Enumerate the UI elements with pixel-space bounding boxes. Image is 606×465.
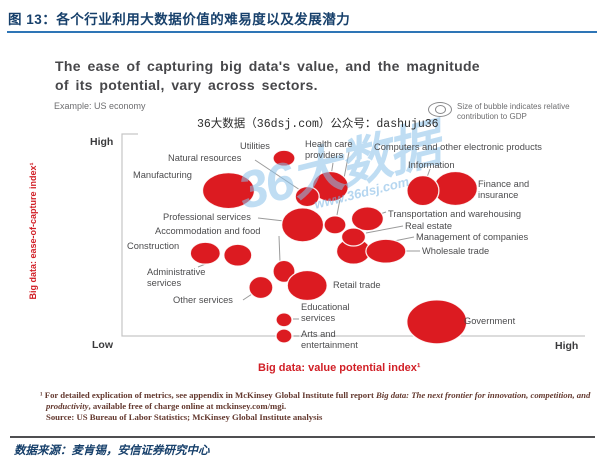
bubble-size-legend: Size of bubble indicates relative contri… <box>428 102 606 122</box>
bubble-real-estate <box>340 227 367 247</box>
label-information: Information <box>408 160 455 170</box>
x-axis-title: Big data: value potential index¹ <box>258 362 421 374</box>
label-manufacturing: Manufacturing <box>133 170 192 180</box>
bubble-manufacturing <box>201 171 256 210</box>
chart-heading: The ease of capturing big data's value, … <box>55 58 480 93</box>
bubble-wholesale <box>365 238 407 264</box>
bubble-information <box>406 174 440 207</box>
label-management: Management of companies <box>416 232 529 242</box>
title-divider <box>7 31 597 33</box>
leader-line-9 <box>278 235 281 263</box>
bubble-health-care-providers <box>311 170 350 203</box>
footnote-post: , available free of charge online at mck… <box>88 400 287 411</box>
example-label: Example: US economy <box>54 101 146 111</box>
label-wholesale: Wholesale trade <box>422 246 490 256</box>
label-real-estate: Real estate <box>405 221 453 231</box>
leader-line-4 <box>257 217 285 222</box>
x-axis-high-label: High <box>555 340 579 352</box>
y-axis-title: Big data: ease-of-capture index¹ <box>28 162 38 300</box>
label-other-services: Other services <box>173 295 233 305</box>
bubble-educational <box>275 312 293 328</box>
label-natural-resources: Natural resources <box>168 153 242 163</box>
label-administrative: Administrative services <box>147 267 206 289</box>
bubble-computers <box>323 215 347 235</box>
label-transportation: Transportation and warehousing <box>388 209 521 219</box>
label-accommodation: Accommodation and food <box>155 226 261 236</box>
bubble-size-icon <box>428 102 452 117</box>
bubble-retail-trade <box>286 269 328 302</box>
footnote-report-title: Big data: The next frontier for innovati… <box>46 390 591 411</box>
label-retail-trade: Retail trade <box>333 280 381 290</box>
bubble-size-icon-inner <box>434 105 446 114</box>
bubble-arts-entertainment <box>275 328 293 344</box>
label-health-care-providers: Health care providers <box>305 139 353 161</box>
bubble-natural-resources <box>294 185 320 208</box>
leader-line-0 <box>254 159 301 191</box>
bubble-construction <box>189 241 221 265</box>
label-government: Government <box>464 316 516 326</box>
bubble-transportation <box>350 206 385 232</box>
plot-canvas <box>121 133 585 345</box>
watermark-text: 36大数据（36dsj.com）公众号：dashuju36 <box>197 118 439 131</box>
label-utilities: Utilities <box>240 141 270 151</box>
footnote-pre: ¹ For detailed explication of metrics, s… <box>40 390 377 400</box>
bubble-accommodation <box>272 259 296 284</box>
y-axis-low-label: Low <box>92 339 113 351</box>
label-educational: Educational services <box>301 302 350 324</box>
label-arts-entertainment: Arts and entertainment <box>301 329 358 351</box>
bubble-government <box>406 299 468 345</box>
y-axis-high-label: High <box>90 136 114 148</box>
bubble-other-services <box>248 275 274 300</box>
bubble-administrative <box>223 243 253 267</box>
data-source-note: 数据来源：麦肯锡，安信证券研究中心 <box>14 445 210 457</box>
label-professional-services: Professional services <box>163 212 251 222</box>
chart-source-line: Source: US Bureau of Labor Statistics; M… <box>46 412 323 422</box>
footnote: ¹ For detailed explication of metrics, s… <box>40 390 600 412</box>
label-computers: Computers and other electronic products <box>374 142 542 152</box>
bottom-divider <box>10 436 595 438</box>
bubble-size-legend-text: Size of bubble indicates relative contri… <box>457 102 570 121</box>
label-finance-insurance: Finance and insurance <box>478 179 530 201</box>
mckinsey-bubble-chart: The ease of capturing big data's value, … <box>0 40 606 432</box>
bubble-utilities <box>272 149 296 167</box>
label-construction: Construction <box>127 241 180 251</box>
figure-title: 图 13：各个行业利用大数据价值的难易度以及发展潜力 <box>8 12 351 27</box>
leader-line-6 <box>365 225 404 234</box>
plot-axes <box>121 133 585 337</box>
